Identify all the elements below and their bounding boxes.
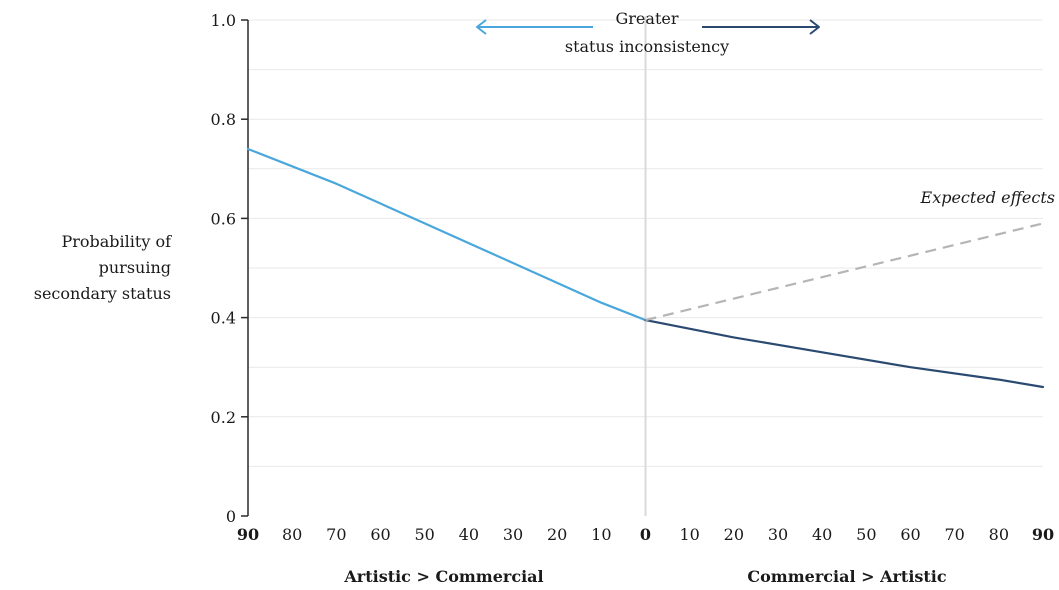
x-tick-label: 80 xyxy=(282,525,302,544)
right-arrow-icon xyxy=(702,19,820,35)
y-tick-label: 0.2 xyxy=(211,408,236,427)
x-group-label-left: Artistic > Commercial xyxy=(343,567,543,586)
y-tick-label: 1.0 xyxy=(211,11,236,30)
arrow-head xyxy=(809,19,820,35)
y-axis-label-line-1: Probability of xyxy=(61,232,172,251)
x-tick-label: 20 xyxy=(724,525,744,544)
x-tick-label: 60 xyxy=(370,525,390,544)
y-tick-labels: 0 0.2 0.4 0.6 0.8 1.0 xyxy=(211,11,248,526)
x-tick-label: 0 xyxy=(640,525,651,544)
x-tick-label: 80 xyxy=(989,525,1009,544)
arrow-head xyxy=(476,19,487,35)
x-tick-label: 50 xyxy=(856,525,876,544)
y-axis-label-line-3: secondary status xyxy=(34,284,171,303)
x-tick-label: 40 xyxy=(812,525,832,544)
y-tick-label: 0.4 xyxy=(211,309,236,328)
x-tick-label: 70 xyxy=(326,525,346,544)
x-tick-label: 10 xyxy=(591,525,611,544)
status-inconsistency-label-line-2: status inconsistency xyxy=(565,37,729,56)
x-tick-label: 50 xyxy=(414,525,434,544)
x-tick-labels: 90 80 70 60 50 40 30 20 10 0 10 20 30 40 50 60 70 80 90 xyxy=(237,525,1054,544)
x-group-label-right: Commercial > Artistic xyxy=(747,567,946,586)
left-arrow-icon xyxy=(476,19,593,35)
x-tick-label: 70 xyxy=(944,525,964,544)
x-tick-label: 40 xyxy=(459,525,479,544)
expected-effects-label: Expected effects xyxy=(920,188,1055,207)
x-tick-label: 20 xyxy=(547,525,567,544)
x-tick-label: 10 xyxy=(679,525,699,544)
x-tick-label: 90 xyxy=(237,525,259,544)
y-axis-label-line-2: pursuing xyxy=(99,258,171,277)
series-line-artistic xyxy=(246,147,647,322)
y-tick-label: 0.6 xyxy=(211,209,236,228)
x-tick-label: 90 xyxy=(1032,525,1054,544)
y-tick-label: 0.8 xyxy=(211,110,236,129)
x-tick-label: 30 xyxy=(768,525,788,544)
status-inconsistency-label-line-1: Greater xyxy=(616,9,679,28)
x-tick-label: 60 xyxy=(900,525,920,544)
series-line-expected xyxy=(645,222,1044,322)
x-tick-label: 30 xyxy=(503,525,523,544)
series-lines xyxy=(246,147,1045,389)
series-line-commercial xyxy=(644,319,1045,389)
y-tick-label: 0 xyxy=(226,507,236,526)
